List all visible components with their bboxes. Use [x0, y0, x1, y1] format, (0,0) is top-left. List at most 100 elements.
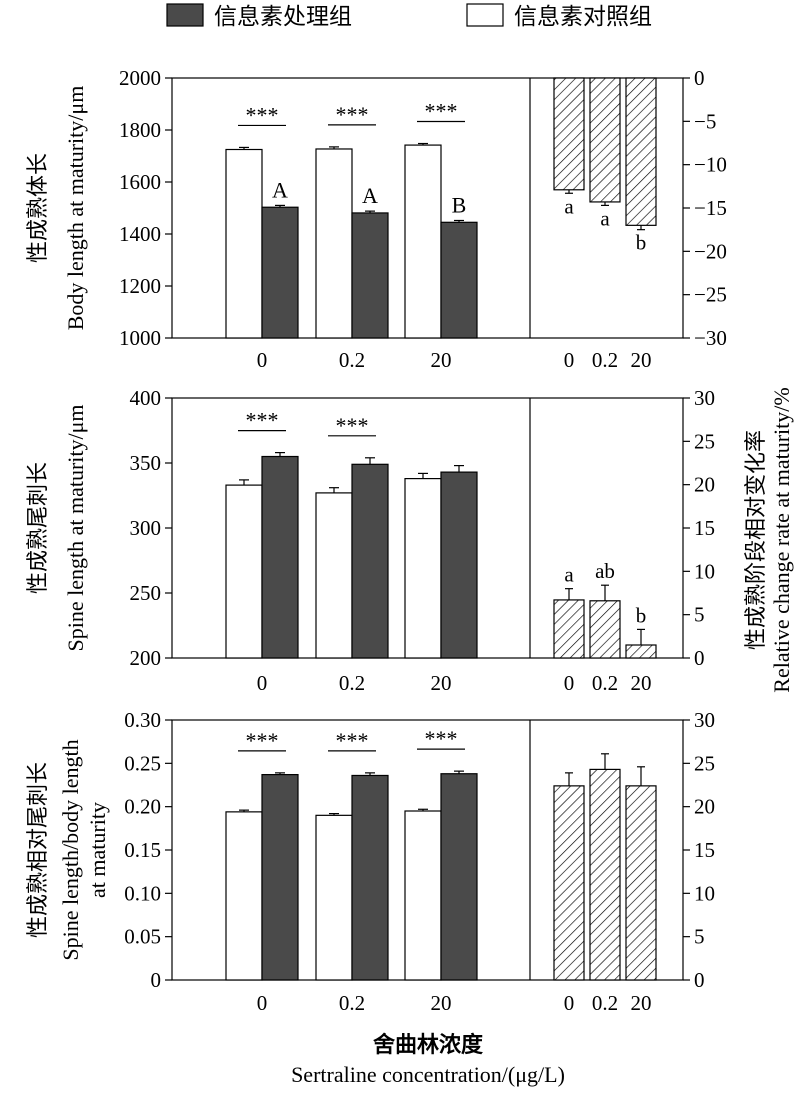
x-tick-label: 0 — [257, 348, 268, 372]
right-y-tick-label: 25 — [694, 751, 715, 775]
change-rate-letter: a — [600, 206, 610, 230]
bar-control — [225, 148, 263, 339]
change-rate-x-tick-label: 0.2 — [592, 671, 618, 695]
right-y-tick-label: 0 — [694, 646, 705, 670]
right-y-tick-label: 10 — [694, 559, 715, 583]
y-tick-label: 300 — [130, 516, 162, 540]
x-tick-label: 20 — [431, 991, 452, 1015]
y-tick-label: 0.25 — [124, 751, 161, 775]
change-rate-x-tick-label: 20 — [631, 348, 652, 372]
change-rate-bar — [589, 768, 621, 981]
y-tick-label: 350 — [130, 451, 162, 475]
right-y-tick-label: 10 — [694, 881, 715, 905]
bar-control — [315, 814, 353, 981]
y-tick-label: 1400 — [119, 222, 161, 246]
y-tick-label: 1800 — [119, 118, 161, 142]
right-y-tick-label: 25 — [694, 429, 715, 453]
y-axis-label: 性成熟体长 Body length at maturity/μm — [26, 86, 88, 331]
x-tick-label: 0.2 — [339, 348, 365, 372]
change-rate-bar — [553, 77, 585, 191]
change-rate-x-tick-label: 0.2 — [592, 348, 618, 372]
legend-swatch-treatment — [166, 3, 204, 27]
right-y-tick-label: 30 — [694, 386, 715, 410]
bar-control — [315, 492, 353, 659]
right-axis-label-en: Relative change rate at maturity/% — [769, 387, 794, 692]
right-axis-label-cn: 性成熟阶段相对变化率 — [744, 430, 769, 650]
change-rate-bar — [553, 785, 585, 981]
change-rate-bar — [553, 599, 585, 659]
legend-label-control: 信息素对照组 — [514, 4, 652, 30]
right-y-tick-label: −5 — [694, 109, 716, 133]
change-rate-x-tick-label: 0 — [564, 671, 575, 695]
change-rate-x-tick-label: 0.2 — [592, 991, 618, 1015]
change-rate-letter: b — [636, 231, 647, 255]
right-y-tick-label: −20 — [694, 239, 727, 263]
y-tick-label: 400 — [130, 386, 162, 410]
bar-control — [404, 478, 442, 659]
change-rate-letter: ab — [595, 559, 615, 583]
y-axis-label: 性成熟尾刺长 Spine length at maturity/μm — [26, 404, 88, 651]
legend-swatch-control — [466, 3, 504, 27]
significance-stars: *** — [246, 102, 279, 127]
significance-stars: *** — [425, 726, 458, 751]
bar-treatment — [351, 463, 389, 659]
right-y-tick-label: 15 — [694, 516, 715, 540]
change-rate-bar — [589, 600, 621, 659]
y-axis-label-en-line2: at maturity — [85, 802, 110, 898]
y-tick-label: 0.20 — [124, 795, 161, 819]
y-axis-label-cn: 性成熟尾刺长 — [26, 462, 51, 594]
change-rate-x-tick-label: 20 — [631, 671, 652, 695]
significance-stars: *** — [336, 728, 369, 753]
x-axis-label-cn: 舍曲林浓度 — [373, 1032, 484, 1058]
legend: 信息素处理组 信息素对照组 — [166, 3, 652, 30]
x-tick-label: 0.2 — [339, 671, 365, 695]
change-rate-x-tick-label: 0 — [564, 991, 575, 1015]
right-y-tick-label: −10 — [694, 153, 727, 177]
right-axis-label: Relative change rate at maturity/% — [769, 387, 794, 692]
right-y-tick-label: 0 — [694, 968, 705, 992]
legend-label-treatment: 信息素处理组 — [214, 4, 352, 30]
significance-stars: *** — [336, 102, 369, 127]
y-axis-label-en: Spine length at maturity/μm — [63, 404, 88, 651]
x-tick-label: 0 — [257, 671, 268, 695]
bar-treatment — [440, 221, 478, 339]
significance-stars: *** — [246, 408, 279, 433]
y-tick-label: 0.30 — [124, 708, 161, 732]
right-y-tick-label: −30 — [694, 326, 727, 350]
bar-treatment — [351, 774, 389, 981]
x-axis-label-en: Sertraline concentration/(μg/L) — [291, 1062, 565, 1087]
bar-treatment — [261, 206, 299, 339]
y-tick-label: 1600 — [119, 170, 161, 194]
change-rate-bar — [589, 77, 621, 203]
x-tick-label: 0 — [257, 991, 268, 1015]
change-rate-bar — [625, 77, 657, 226]
right-y-tick-label: −15 — [694, 196, 727, 220]
y-axis-label-cn: 性成熟体长 — [26, 153, 51, 263]
y-tick-label: 0 — [151, 968, 162, 992]
right-y-tick-label: 15 — [694, 838, 715, 862]
y-tick-label: 2000 — [119, 66, 161, 90]
bar-control — [315, 148, 353, 339]
significance-stars: *** — [425, 99, 458, 124]
x-tick-label: 0.2 — [339, 991, 365, 1015]
significance-stars: *** — [246, 728, 279, 753]
bar-control — [404, 144, 442, 339]
y-tick-label: 1200 — [119, 274, 161, 298]
change-rate-bar — [625, 644, 657, 659]
x-tick-label: 20 — [431, 671, 452, 695]
bar-treatment — [440, 471, 478, 659]
y-axis-label-en-line1: Spine length/body length — [58, 739, 83, 960]
right-y-tick-label: 20 — [694, 795, 715, 819]
y-tick-label: 0.05 — [124, 925, 161, 949]
bar-treatment — [351, 212, 389, 339]
y-axis-label-en: Body length at maturity/μm — [63, 86, 88, 331]
y-tick-label: 0.15 — [124, 838, 161, 862]
bar-control — [225, 811, 263, 981]
change-rate-letter: a — [564, 563, 574, 587]
bar-control — [225, 484, 263, 659]
significance-letter: B — [452, 192, 467, 217]
significance-stars: *** — [336, 413, 369, 438]
